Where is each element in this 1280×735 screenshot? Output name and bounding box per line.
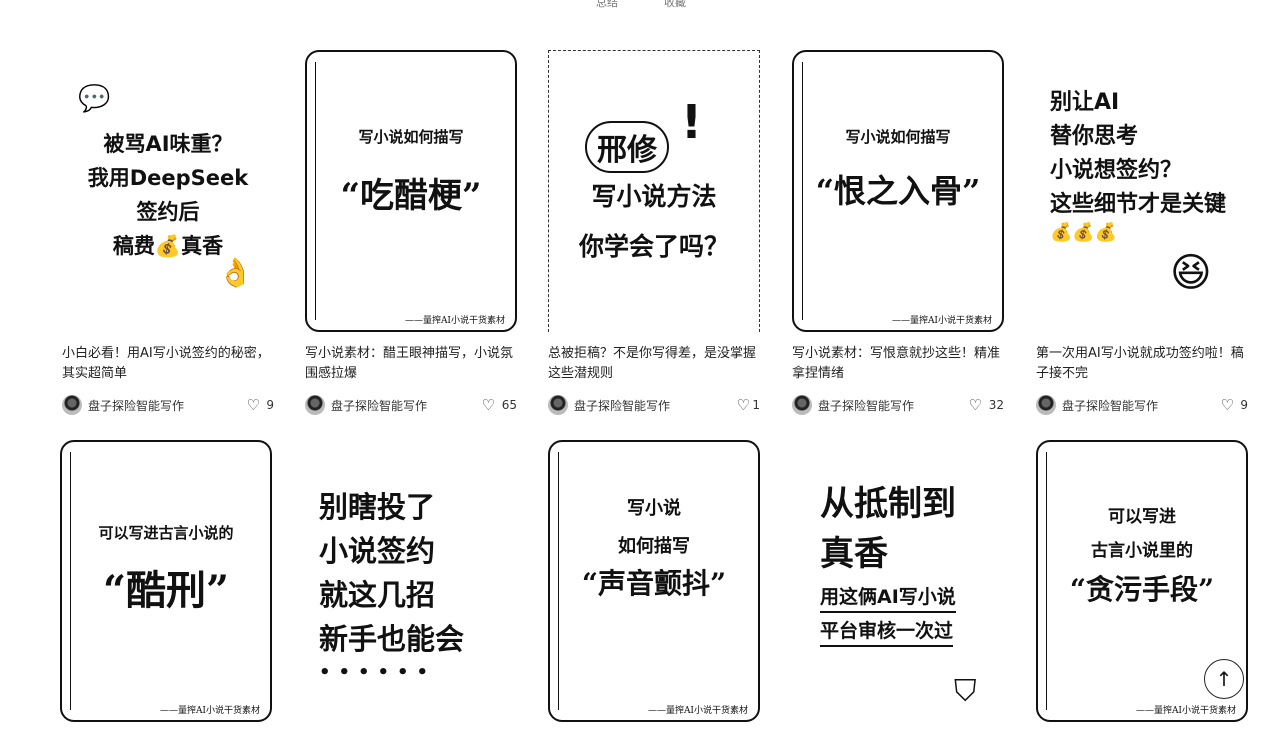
author-name[interactable]: 盘子探险智能写作 [818,399,915,413]
note-cover[interactable]: 写小说如何描写 “恨之入骨” ——量搾AI小说干货素材 [792,50,1004,332]
cover-line: 小说签约 [319,534,436,568]
note-cover[interactable]: 别让AI 替你思考 小说想签约？ 这些细节才是关键 💰💰💰 😆 [1036,50,1248,332]
cover-line: 这些细节才是关键 [1050,192,1227,217]
cover-line: 新手也能会 [319,622,465,656]
like-count: 9 [1240,398,1248,412]
top-strip: 总结 收藏 [0,0,1280,9]
heart-icon[interactable]: ♡ [1220,396,1234,414]
cover-headline: “恨之入骨” [815,172,981,210]
cover-line: 写小说如何描写 [845,128,951,146]
note-cover[interactable]: 可以写进古言小说的 “酷刑” ——量搾AI小说干货素材 [60,440,272,722]
avatar[interactable] [548,395,568,415]
note-title[interactable]: 写小说素材：写恨意就抄这些！精准拿捏情绪 [792,346,1001,381]
avatar[interactable] [62,395,82,415]
author-name[interactable]: 盘子探险智能写作 [88,399,185,413]
cover-line: 写小说方法 [591,182,717,211]
cover-line: 如何描写 [618,536,690,557]
cover-line: 签约后 [136,200,200,224]
note-meta: 盘子探险智能写作 ♡ 1 [548,394,760,416]
note-meta: 盘子探险智能写作 ♡ 32 [792,394,1004,416]
note-meta: 盘子探险智能写作 ♡ 9 [1036,394,1248,416]
note-cover[interactable]: 邢修 ! 写小说方法 你学会了吗？ [548,50,760,332]
cover-line: 写小说 [627,498,681,519]
cover-line: 别瞎投了 [319,490,436,524]
cover-line: 被骂AI味重？ [103,132,233,156]
note-cover[interactable]: 写小说 如何描写 “声音颤抖” ——量搾AI小说干货素材 [548,440,760,722]
note-cover[interactable]: 从抵制到 真香 用这俩AI写小说 平台审核一次过 ⛉ [792,440,1004,722]
cover-line: 用这俩AI写小说 [820,582,956,613]
note-title[interactable]: 总被拒稿？不是你写得差，是没掌握这些潜规则 [548,346,757,381]
arrow-up-icon: ↑ [1215,667,1233,691]
heart-icon[interactable]: ♡ [736,396,750,414]
cover-footer: ——量搾AI小说干货素材 [404,316,505,326]
cover-footer: ——量搾AI小说干货素材 [891,316,992,326]
heart-icon[interactable]: ♡ [481,396,495,414]
exclamation-icon: ! [681,95,702,149]
note-cover[interactable]: 别瞎投了 小说签约 就这几招 新手也能会 •••••• [305,448,517,730]
cover-line: 从抵制到 [820,484,956,524]
author-name[interactable]: 盘子探险智能写作 [574,399,671,413]
note-cover[interactable]: 💬 被骂AI味重？ 我用DeepSeek 签约后 稿费💰真香 👌 [62,50,274,332]
cover-headline: “声音颤抖” [581,567,727,600]
avatar[interactable] [792,395,812,415]
cover-headline: “贪污手段” [1069,573,1215,606]
heart-icon[interactable]: ♡ [246,396,260,414]
laughing-face-icon: 😆 [1170,250,1212,296]
cover-line: 别让AI [1050,90,1120,115]
cover-line: 古言小说里的 [1091,541,1193,561]
back-to-top-button[interactable]: ↑ [1204,659,1244,699]
cover-line: 替你思考 [1050,124,1139,149]
cover-line: 可以写进 [1108,507,1176,527]
cover-footer: ——量搾AI小说干货素材 [647,706,748,716]
cover-line: 你学会了吗？ [578,232,729,261]
cover-footer: ——量搾AI小说干货素材 [1135,706,1236,716]
cover-footer: ——量搾AI小说干货素材 [159,706,260,716]
cover-line: 小说想签约？ [1050,158,1183,183]
avatar[interactable] [1036,395,1056,415]
author-name[interactable]: 盘子探险智能写作 [1062,399,1159,413]
author-name[interactable]: 盘子探险智能写作 [331,399,428,413]
money-bag-icons: 💰💰💰 [1050,222,1118,243]
top-item[interactable]: 总结 [596,0,618,9]
cover-headline: “酷刑” [102,567,229,614]
cover-line: 可以写进古言小说的 [98,524,234,542]
note-title[interactable]: 第一次用AI写小说就成功签约啦！稿子接不完 [1036,346,1244,381]
cover-line: 稿费💰真香 [112,234,224,258]
note-title[interactable]: 小白必看！用AI写小说签约的秘密，其实超简单 [62,346,270,381]
cover-line: 真香 [820,534,888,574]
cover-headline: “吃醋梗” [340,176,482,216]
note-cover[interactable]: 写小说如何描写 “吃醋梗” ——量搾AI小说干货素材 [305,50,517,332]
note-meta: 盘子探险智能写作 ♡ 65 [305,394,517,416]
note-title[interactable]: 写小说素材：醋王眼神描写，小说氛围感拉爆 [305,346,514,381]
avatar[interactable] [305,395,325,415]
ok-hand-icon: 👌 [218,256,253,289]
cover-line: 写小说如何描写 [358,128,464,146]
chat-bubble-icon: 💬 [78,84,111,114]
cover-line: 我用DeepSeek [87,166,249,190]
like-count: 9 [266,398,274,412]
like-count: 65 [501,398,517,412]
heart-icon[interactable]: ♡ [968,396,982,414]
like-count: 1 [752,398,760,412]
cover-line: 平台审核一次过 [820,616,954,647]
cover-line: 就这几招 [319,578,436,612]
like-count: 32 [988,398,1004,412]
shield-sketch-icon: ⛉ [954,674,977,709]
note-meta: 盘子探险智能写作 ♡ 9 [62,394,274,416]
dot-row: •••••• [319,662,437,683]
cover-badge: 邢修 [585,121,669,173]
top-item[interactable]: 收藏 [664,0,686,9]
